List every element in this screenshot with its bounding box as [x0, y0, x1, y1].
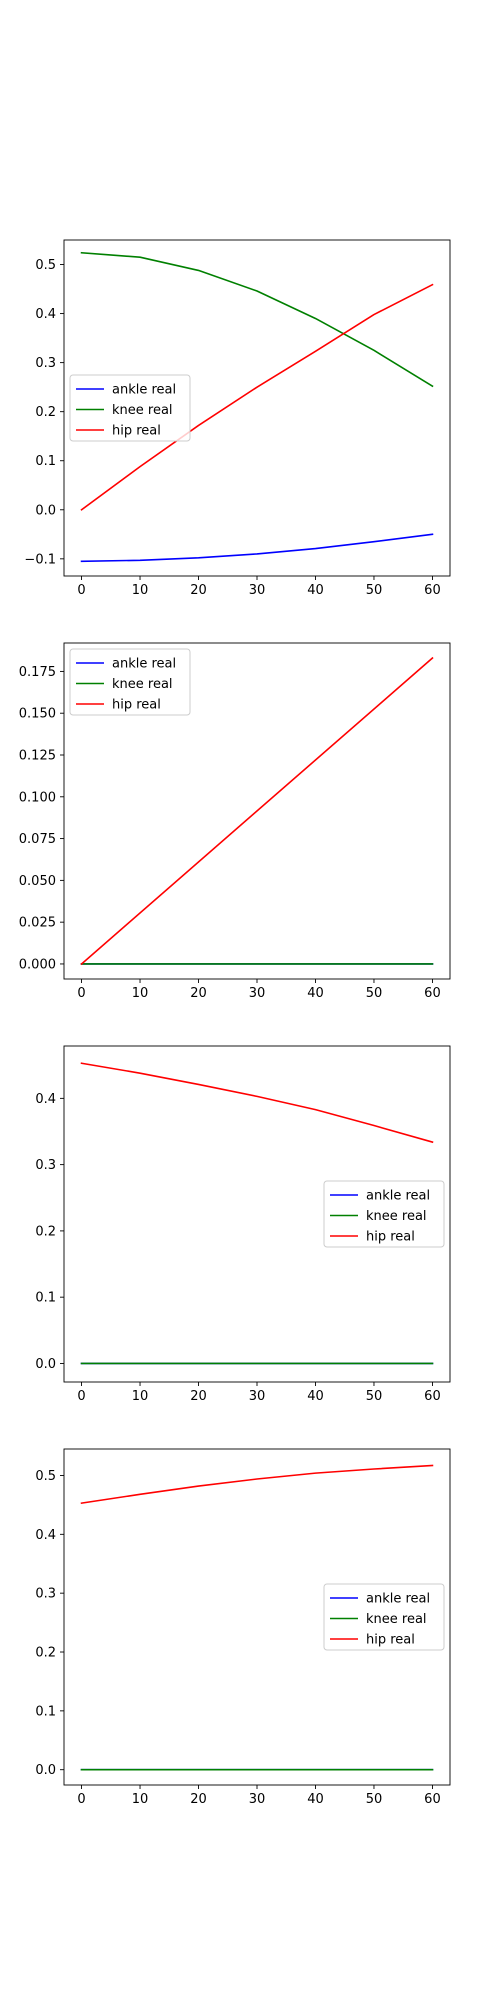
y-tick-label: 0.050 [19, 874, 56, 889]
legend-label: ankle real [366, 1592, 430, 1607]
legend: ankle real knee real hip real [323, 1583, 445, 1651]
y-tick-label: −0.1 [24, 552, 56, 567]
legend-label: hip real [366, 1230, 415, 1245]
legend-label: ankle real [112, 657, 176, 672]
legend-label: knee real [112, 403, 173, 418]
legend-label: knee real [366, 1209, 427, 1224]
x-tick-label: 60 [424, 1389, 441, 1404]
legend-label: knee real [112, 677, 173, 692]
legend-label: hip real [112, 424, 161, 439]
chart-panel-1: 0 10 20 30 40 50 60 −0.1 0.0 0.1 0.2 0.3 0.4 0.5 ankle… [24, 239, 451, 598]
x-tick-label: 40 [307, 1792, 324, 1807]
axes-frame [63, 642, 451, 980]
x-tick-label: 10 [132, 1792, 149, 1807]
x-tick-label: 50 [366, 986, 383, 1001]
legend-label: ankle real [112, 383, 176, 398]
x-tick-label: 10 [132, 1389, 149, 1404]
legend-box [323, 1583, 445, 1651]
chart-panel-4: 0 10 20 30 40 50 60 0.0 0.1 0.2 0.3 0.4 0.5 ankle rea… [35, 1448, 451, 1807]
y-tick-label: 0.075 [19, 832, 56, 847]
series-line-hip-real [80, 1464, 434, 1505]
legend-box [69, 648, 191, 716]
y-tick-label: 0.150 [19, 707, 56, 722]
y-tick-label: 0.4 [35, 307, 56, 322]
x-tick-label: 20 [190, 583, 207, 598]
y-tick-label: 0.175 [19, 665, 56, 680]
y-tick-label: 0.0 [35, 503, 56, 518]
y-tick-label: 0.1 [35, 1291, 56, 1306]
x-tick-label: 20 [190, 1389, 207, 1404]
legend-label: hip real [366, 1633, 415, 1648]
series-line-ankle-real [80, 533, 434, 563]
chart-panel-2: 0 10 20 30 40 50 60 0.000 0.025 0.050 0.075 0.100 0.… [19, 642, 451, 1001]
y-tick-label: 0.100 [19, 790, 56, 805]
legend-box [323, 1180, 445, 1248]
x-tick-label: 30 [249, 986, 266, 1001]
x-tick-label: 30 [249, 1792, 266, 1807]
legend-label: knee real [366, 1612, 427, 1627]
x-tick-label: 40 [307, 583, 324, 598]
series-line-knee-real [80, 251, 434, 388]
x-tick-label: 60 [424, 1792, 441, 1807]
x-tick-label: 20 [190, 1792, 207, 1807]
y-tick-label: 0.3 [35, 1587, 56, 1602]
x-tick-label: 10 [132, 986, 149, 1001]
x-tick-label: 50 [366, 1389, 383, 1404]
legend: ankle real knee real hip real [69, 374, 191, 442]
y-tick-label: 0.000 [19, 957, 56, 972]
x-tick-label: 50 [366, 583, 383, 598]
y-tick-label: 0.4 [35, 1528, 56, 1543]
y-tick-label: 0.2 [35, 405, 56, 420]
y-tick-label: 0.1 [35, 1704, 56, 1719]
y-tick-label: 0.3 [35, 356, 56, 371]
y-tick-label: 0.125 [19, 749, 56, 764]
y-tick-label: 0.2 [35, 1646, 56, 1661]
axes-frame [63, 239, 451, 577]
axes-frame [63, 1448, 451, 1786]
y-tick-label: 0.3 [35, 1158, 56, 1173]
legend: ankle real knee real hip real [69, 648, 191, 716]
y-tick-label: 0.0 [35, 1763, 56, 1778]
y-tick-label: 0.025 [19, 916, 56, 931]
x-tick-label: 20 [190, 986, 207, 1001]
y-tick-label: 0.5 [35, 258, 56, 273]
y-tick-label: 0.0 [35, 1357, 56, 1372]
y-tick-label: 0.2 [35, 1224, 56, 1239]
legend-box [69, 374, 191, 442]
x-tick-label: 60 [424, 986, 441, 1001]
series-line-hip-real [80, 656, 434, 966]
x-tick-label: 40 [307, 1389, 324, 1404]
chart-panel-3: 0 10 20 30 40 50 60 0.0 0.1 0.2 0.3 0.4 ankle real kn… [35, 1045, 451, 1404]
x-tick-label: 0 [77, 986, 85, 1001]
x-tick-label: 0 [77, 1389, 85, 1404]
axes-frame [63, 1045, 451, 1383]
legend: ankle real knee real hip real [323, 1180, 445, 1248]
y-tick-label: 0.1 [35, 454, 56, 469]
legend-label: hip real [112, 698, 161, 713]
y-tick-label: 0.4 [35, 1092, 56, 1107]
x-tick-label: 50 [366, 1792, 383, 1807]
series-line-hip-real [80, 283, 434, 511]
x-tick-label: 0 [77, 583, 85, 598]
series-line-hip-real [80, 1062, 434, 1144]
x-tick-label: 10 [132, 583, 149, 598]
legend-label: ankle real [366, 1189, 430, 1204]
x-tick-label: 0 [77, 1792, 85, 1807]
x-tick-label: 60 [424, 583, 441, 598]
x-tick-label: 40 [307, 986, 324, 1001]
y-tick-label: 0.5 [35, 1469, 56, 1484]
x-tick-label: 30 [249, 583, 266, 598]
x-tick-label: 30 [249, 1389, 266, 1404]
